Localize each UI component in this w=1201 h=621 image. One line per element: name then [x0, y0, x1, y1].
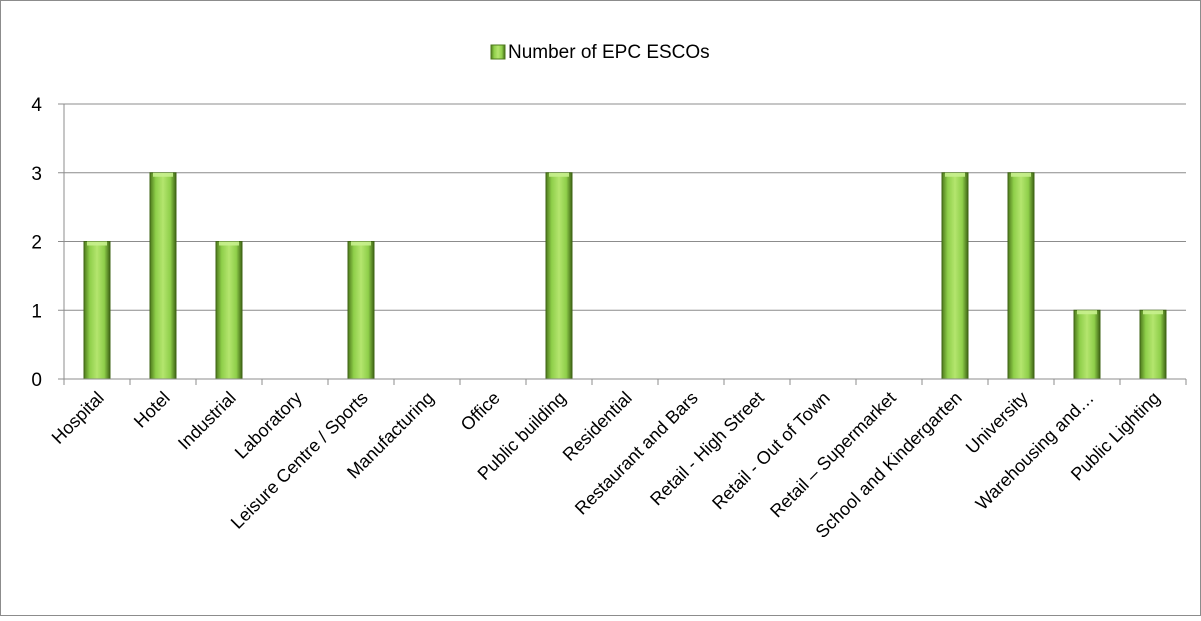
bar-top-bevel	[351, 241, 371, 246]
legend: Number of EPC ESCOs	[490, 42, 710, 63]
bar-top-bevel	[219, 241, 239, 246]
bar-top-bevel	[1077, 310, 1097, 315]
bar-body	[149, 172, 177, 380]
bar-body	[1073, 309, 1101, 380]
legend-label: Number of EPC ESCOs	[508, 42, 710, 63]
bar-top-bevel	[1143, 310, 1163, 315]
bar	[1007, 172, 1035, 380]
bar-body	[215, 241, 243, 380]
bar-body	[1139, 309, 1167, 380]
bar	[1139, 309, 1167, 380]
bar	[545, 172, 573, 380]
y-tick-label: 2	[31, 233, 42, 254]
grid-layer	[64, 103, 1186, 311]
bar	[1073, 309, 1101, 380]
bar-body	[1007, 172, 1035, 380]
bar-top-bevel	[153, 172, 173, 177]
bar-body	[941, 172, 969, 380]
bar	[149, 172, 177, 380]
y-tick-label: 4	[31, 95, 42, 116]
bar-body	[545, 172, 573, 380]
bar-body	[347, 241, 375, 380]
bar-top-bevel	[1011, 172, 1031, 177]
bar	[347, 241, 375, 380]
y-tick-label: 0	[31, 370, 42, 391]
bar	[941, 172, 969, 380]
y-tick-label: 3	[31, 164, 42, 185]
y-tick-label: 1	[31, 301, 42, 322]
bar-top-bevel	[87, 241, 107, 246]
bar-top-bevel	[945, 172, 965, 177]
bar	[215, 241, 243, 380]
bar-top-bevel	[549, 172, 569, 177]
legend-swatch	[490, 44, 506, 60]
bar	[83, 241, 111, 380]
bar-body	[83, 241, 111, 380]
